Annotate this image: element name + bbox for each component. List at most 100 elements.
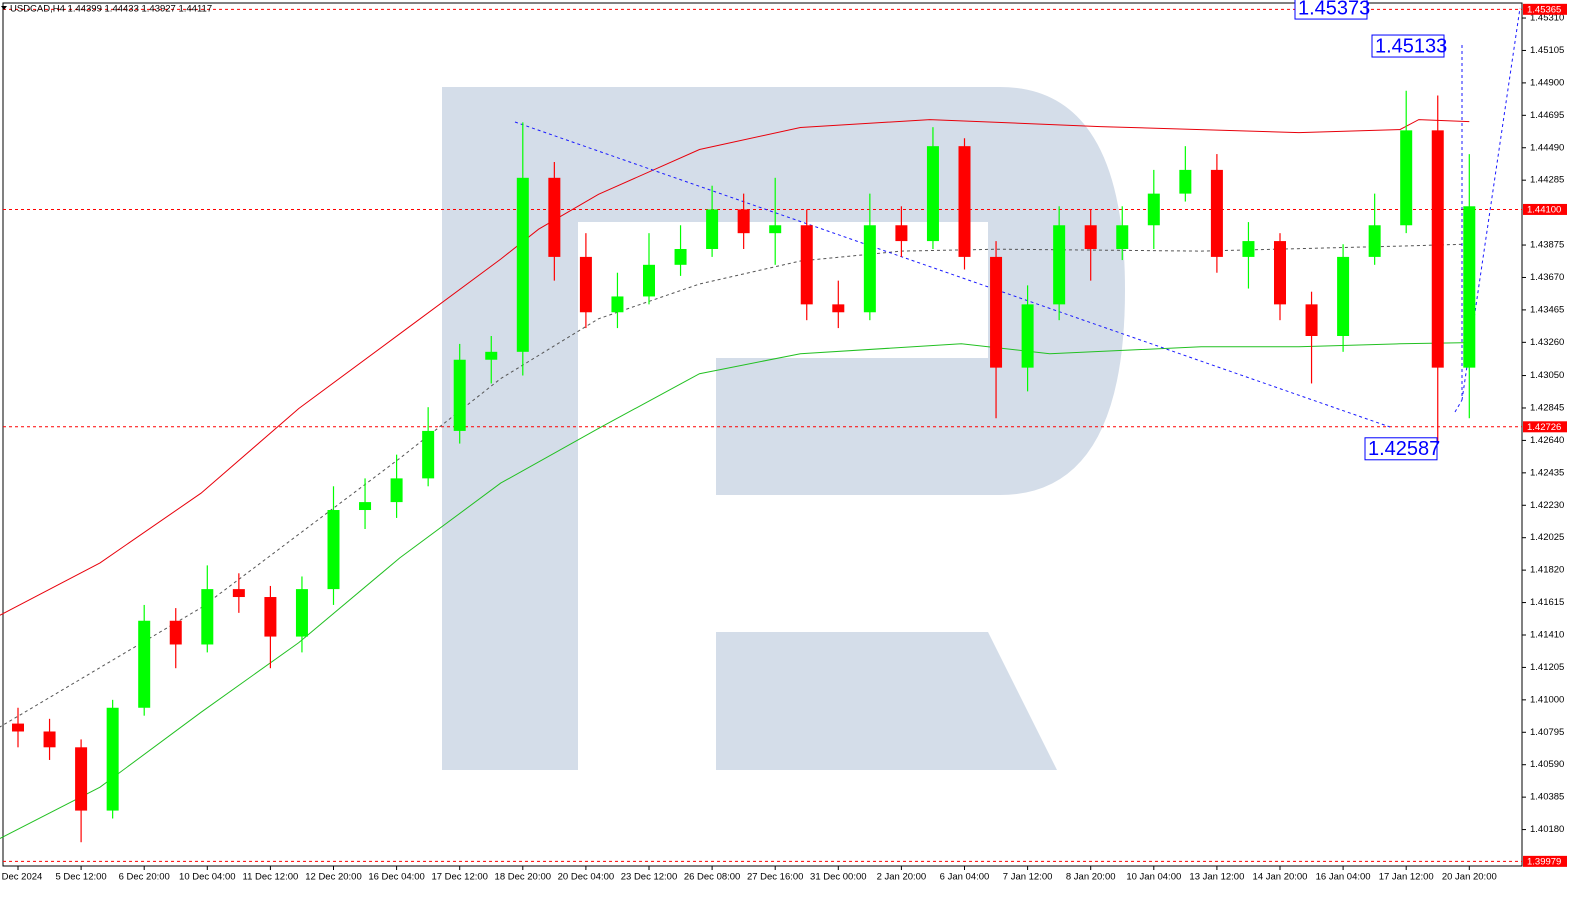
- candle-body: [1274, 241, 1286, 305]
- annotation-label: 1.45133: [1375, 35, 1447, 57]
- candle-body: [359, 502, 372, 511]
- trendline: [1454, 399, 1463, 413]
- x-tick-label: 10 Jan 04:00: [1126, 872, 1181, 883]
- x-tick-label: 23 Dec 12:00: [621, 872, 678, 883]
- candle-body: [1053, 225, 1066, 305]
- x-tick-label: 20 Jan 20:00: [1442, 872, 1497, 883]
- candle-body: [800, 225, 813, 305]
- menu-arrow: [1, 6, 7, 10]
- y-tick-label: 1.40590: [1530, 759, 1564, 770]
- candle-body: [232, 589, 245, 598]
- candle-body: [1116, 225, 1129, 249]
- candle-body: [43, 731, 56, 748]
- candle-body: [169, 620, 182, 645]
- annotation-box: [1294, 0, 1368, 20]
- x-tick-label: 26 Dec 08:00: [684, 872, 741, 883]
- candle-body: [1147, 193, 1160, 226]
- candle-body: [201, 589, 214, 645]
- x-tick-label: 17 Dec 12:00: [431, 872, 488, 883]
- y-tick-label: 1.44900: [1530, 77, 1564, 88]
- watermark-bowl: [442, 87, 1125, 770]
- plot-frame: [2, 2, 1523, 867]
- trendline: [514, 121, 1391, 428]
- level-label: 1.45365: [1527, 4, 1561, 15]
- x-tick-label: 8 Jan 20:00: [1066, 872, 1116, 883]
- level-label: 1.39979: [1527, 856, 1561, 867]
- candle-body: [1242, 241, 1255, 257]
- candle-body: [516, 177, 529, 352]
- x-tick-label: 10 Dec 04:00: [179, 872, 236, 883]
- overlay: [0, 8, 1522, 862]
- y-tick-label: 1.40180: [1530, 824, 1564, 835]
- watermark: [442, 87, 1125, 770]
- x-tick-label: 18 Dec 20:00: [495, 872, 552, 883]
- y-tick-label: 1.42230: [1530, 500, 1564, 511]
- level-label-box: [1523, 421, 1567, 433]
- moving-average: [0, 342, 1470, 840]
- x-tick-label: 4 Dec 2024: [0, 872, 42, 883]
- y-tick-label: 1.40795: [1530, 727, 1564, 738]
- candle-body: [264, 597, 277, 637]
- y-tick-label: 1.45105: [1530, 45, 1564, 56]
- candle-body: [926, 146, 939, 242]
- y-tick-label: 1.44285: [1530, 175, 1564, 186]
- chart-title: USDCAD,H4 1.44399 1.44433 1.43927 1.4411…: [10, 4, 212, 15]
- candle-body: [106, 707, 119, 811]
- candle-body: [1084, 225, 1097, 249]
- candle-body: [1400, 130, 1413, 226]
- y-tick-label: 1.41615: [1530, 597, 1564, 608]
- candle-body: [674, 248, 687, 265]
- candle-body: [390, 478, 403, 503]
- x-tick-label: 13 Jan 12:00: [1189, 872, 1244, 883]
- candle-body: [1305, 304, 1318, 337]
- y-tick-label: 1.40385: [1530, 792, 1564, 803]
- y-tick-label: 1.44695: [1530, 110, 1564, 121]
- candle-body: [990, 256, 1003, 368]
- x-tick-label: 20 Dec 04:00: [558, 872, 615, 883]
- candle-body: [737, 209, 750, 234]
- x-tick-label: 31 Dec 00:00: [810, 872, 867, 883]
- y-tick-label: 1.43465: [1530, 304, 1564, 315]
- watermark-leg: [716, 632, 1057, 770]
- level-label-box: [1523, 203, 1567, 215]
- candle-body: [958, 146, 971, 257]
- x-tick-label: 14 Jan 20:00: [1253, 872, 1308, 883]
- y-tick-label: 1.43670: [1530, 272, 1564, 283]
- candle-body: [138, 620, 151, 708]
- y-tick-label: 1.43875: [1530, 240, 1564, 251]
- candle-body: [579, 256, 592, 313]
- candle-body: [1337, 256, 1350, 337]
- y-tick-label: 1.44490: [1530, 142, 1564, 153]
- candle-body: [1210, 169, 1223, 257]
- x-tick-label: 16 Jan 04:00: [1316, 872, 1371, 883]
- candle-body: [548, 177, 561, 257]
- annotation-label: 1.45373: [1298, 0, 1370, 19]
- candle-body: [832, 304, 845, 313]
- candle-body: [769, 225, 782, 234]
- y-tick-label: 1.43050: [1530, 370, 1564, 381]
- x-tick-label: 5 Dec 12:00: [55, 872, 106, 883]
- candle-body: [863, 225, 876, 313]
- candle-body: [422, 430, 435, 479]
- x-tick-label: 27 Dec 16:00: [747, 872, 804, 883]
- level-label: 1.44100: [1527, 204, 1561, 215]
- level-label: 1.42726: [1527, 422, 1561, 433]
- x-tick-label: 6 Dec 20:00: [119, 872, 170, 883]
- candle-body: [1179, 169, 1192, 194]
- x-tick-label: 2 Jan 20:00: [877, 872, 927, 883]
- y-tick-label: 1.41205: [1530, 662, 1564, 673]
- candle-body: [1021, 304, 1034, 368]
- y-tick-label: 1.42640: [1530, 435, 1564, 446]
- annotation-box: [1371, 34, 1445, 58]
- moving-average: [0, 119, 1470, 616]
- y-tick-label: 1.41410: [1530, 630, 1564, 641]
- x-tick-label: 11 Dec 12:00: [242, 872, 298, 883]
- y-tick-label: 1.42025: [1530, 532, 1564, 543]
- candle-body: [1368, 225, 1381, 257]
- candle-body: [643, 264, 655, 297]
- x-tick-label: 17 Jan 12:00: [1379, 872, 1434, 883]
- y-tick-label: 1.41820: [1530, 565, 1564, 576]
- annotation-box: [1364, 437, 1438, 461]
- x-tick-label: 12 Dec 20:00: [305, 872, 362, 883]
- level-label-box: [1523, 3, 1567, 15]
